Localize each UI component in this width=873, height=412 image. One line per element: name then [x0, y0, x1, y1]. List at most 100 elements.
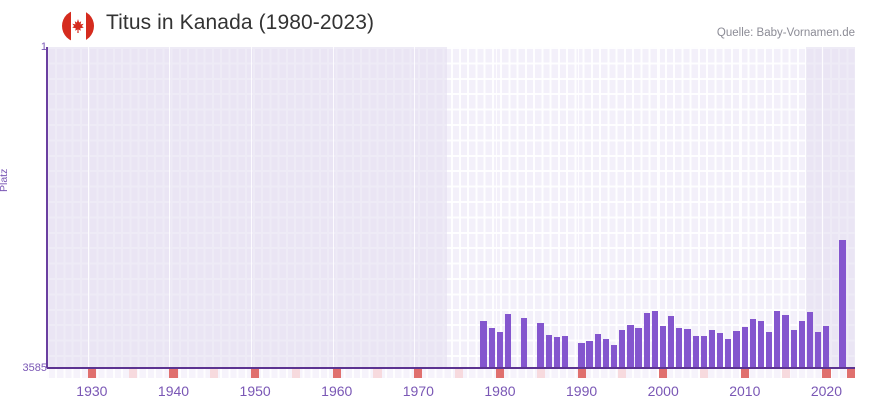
bar[interactable] [561, 336, 569, 368]
tick-mark-minor [536, 369, 545, 378]
decade-separator [659, 47, 661, 368]
bar[interactable] [602, 339, 610, 368]
chart-header: Titus in Kanada (1980-2023) Quelle: Baby… [0, 0, 873, 42]
bar[interactable] [766, 332, 773, 368]
x-tick-label: 1960 [321, 383, 353, 399]
bar[interactable] [749, 319, 756, 368]
bar[interactable] [708, 330, 716, 368]
tick-mark-major [659, 369, 668, 378]
source-attribution: Quelle: Baby-Vornamen.de [716, 27, 855, 39]
bar[interactable] [610, 345, 618, 368]
x-tick-label: 1950 [239, 383, 271, 399]
bar[interactable] [586, 341, 593, 368]
tick-mark-minor [291, 369, 300, 378]
tick-mark-major [414, 369, 423, 378]
tick-mark-major [846, 369, 855, 378]
bar[interactable] [806, 312, 814, 368]
bar[interactable] [537, 323, 544, 368]
bar[interactable] [717, 333, 724, 368]
tick-mark-minor [781, 369, 790, 378]
bar[interactable] [545, 335, 552, 368]
bar[interactable] [521, 318, 528, 368]
bar[interactable] [823, 326, 830, 368]
flag-band-left [62, 10, 71, 42]
y-axis-title: Platz [0, 168, 10, 192]
tick-mark-minor [455, 369, 464, 378]
bar[interactable] [782, 315, 789, 368]
x-tick-label: 1930 [76, 383, 108, 399]
tick-mark-minor [699, 369, 709, 378]
out-of-range-shading-right [806, 47, 855, 368]
decade-separator [822, 47, 824, 368]
bar[interactable] [668, 316, 675, 368]
decade-separator [332, 47, 334, 368]
x-axis-line [47, 367, 855, 369]
decade-separator [169, 47, 171, 368]
bar[interactable] [839, 240, 846, 368]
bar[interactable] [553, 337, 561, 368]
decade-separator [87, 47, 89, 368]
x-tick-label: 2020 [810, 383, 842, 399]
decade-separator [740, 47, 742, 368]
tick-mark-minor [128, 369, 137, 378]
tick-mark-major [87, 369, 96, 378]
flag-band-right [85, 10, 94, 42]
bar[interactable] [692, 336, 699, 368]
tick-mark-minor [210, 369, 219, 378]
x-tick-label: 1940 [157, 383, 190, 399]
y-tick-label-bottom: 3585 [22, 362, 47, 374]
bar[interactable] [651, 311, 658, 368]
bar[interactable] [733, 331, 740, 368]
decade-separator [577, 47, 579, 368]
bar[interactable] [774, 311, 781, 368]
x-tick-label: 1990 [566, 383, 598, 399]
x-tick-label: 2010 [729, 383, 761, 399]
bar[interactable] [757, 321, 765, 368]
bar[interactable] [480, 321, 487, 368]
bar[interactable] [814, 332, 822, 368]
bar[interactable] [578, 343, 585, 368]
decade-separator [495, 47, 497, 368]
bar[interactable] [643, 313, 650, 368]
bar[interactable] [594, 334, 601, 368]
bar[interactable] [676, 328, 683, 368]
tick-mark-major [495, 369, 505, 378]
tick-mark-major [577, 369, 586, 378]
bar[interactable] [619, 330, 626, 368]
bar[interactable] [684, 329, 691, 368]
tick-mark-minor [618, 369, 627, 378]
bar[interactable] [798, 321, 805, 368]
tick-band-grid [47, 369, 855, 378]
bar[interactable] [741, 327, 748, 368]
x-tick-label: 1970 [402, 383, 434, 399]
tick-mark-major [740, 369, 749, 378]
tick-mark-major [251, 369, 260, 378]
bar[interactable] [627, 325, 634, 368]
tick-mark-major [332, 369, 341, 378]
bar[interactable] [504, 314, 512, 368]
bar[interactable] [659, 326, 667, 368]
page-title: Titus in Kanada (1980-2023) [106, 11, 375, 34]
tick-mark-major [822, 369, 831, 378]
bar[interactable] [488, 328, 495, 368]
decade-separator [251, 47, 253, 368]
x-axis-tick-band [47, 369, 855, 378]
x-tick-label: 1980 [484, 383, 516, 399]
decade-separator [414, 47, 416, 368]
tick-mark-minor [373, 369, 382, 378]
bar[interactable] [790, 330, 797, 368]
bar[interactable] [635, 328, 642, 368]
y-tick-label-top: 1 [40, 41, 47, 53]
maple-leaf-icon [72, 18, 84, 34]
canada-flag-icon [62, 10, 94, 42]
bar[interactable] [496, 332, 503, 368]
tick-mark-major [169, 369, 178, 378]
bar[interactable] [700, 336, 707, 368]
x-tick-label: 2000 [647, 383, 679, 399]
y-axis-line [46, 47, 48, 368]
out-of-range-shading-left [47, 47, 447, 368]
plot-area [47, 47, 855, 368]
bar-series [47, 47, 855, 368]
bar[interactable] [725, 339, 732, 368]
